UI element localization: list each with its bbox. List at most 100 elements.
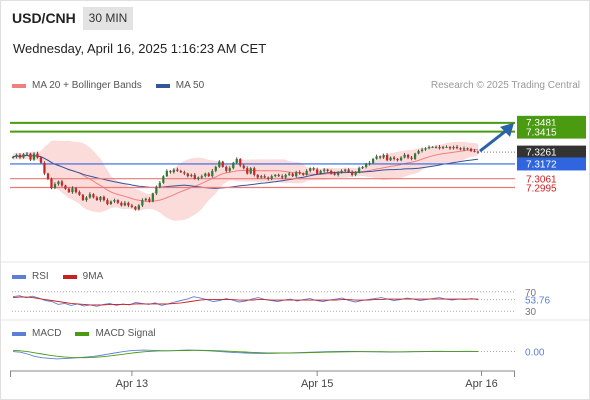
candle — [392, 155, 396, 161]
candle — [466, 147, 469, 151]
candle-body — [22, 154, 25, 158]
level-tag-last — [517, 145, 586, 159]
candle — [434, 145, 438, 149]
candle — [60, 179, 64, 187]
candle-body — [113, 200, 116, 202]
candle-body — [413, 153, 417, 159]
ma9-swatch-icon — [62, 274, 77, 279]
candle-body — [347, 169, 350, 173]
candle-body — [298, 172, 301, 174]
candle — [172, 168, 175, 174]
candle — [399, 156, 403, 162]
candle — [473, 149, 476, 153]
ma50-swatch-icon — [155, 83, 170, 88]
candle-body — [78, 192, 81, 195]
candle-body — [309, 168, 312, 171]
candle — [151, 192, 154, 203]
candle — [109, 200, 113, 205]
candle-body — [337, 172, 340, 175]
candle-body — [169, 170, 172, 173]
candle — [137, 204, 141, 211]
candle — [455, 145, 459, 150]
candle-body — [284, 174, 287, 178]
candle — [165, 169, 168, 177]
candle — [298, 170, 301, 175]
candle — [204, 172, 207, 178]
candle — [312, 166, 315, 171]
candle — [92, 193, 95, 199]
candle-body — [165, 170, 168, 177]
candle — [371, 157, 375, 164]
ma50-line — [12, 154, 479, 189]
candle-body — [316, 169, 319, 174]
candle-body — [291, 173, 294, 177]
candle-body — [11, 156, 15, 158]
time-axis-label: Apr 16 — [465, 378, 497, 390]
candle — [158, 180, 161, 189]
candle-body — [141, 200, 144, 206]
rsi-last-value: 53.76 — [525, 296, 550, 307]
legend-item-macd-signal: MACD Signal — [75, 328, 155, 339]
candle-body — [246, 168, 249, 174]
candle — [162, 175, 165, 184]
candle-body — [473, 150, 476, 152]
candle — [179, 169, 182, 173]
candle-body — [389, 157, 392, 161]
macd-panel: 0.00 — [12, 347, 545, 360]
candle-body — [60, 181, 64, 186]
candle-body — [116, 200, 120, 203]
candle-body — [249, 168, 252, 174]
candle — [85, 196, 88, 202]
candle — [354, 171, 357, 177]
candle-body — [274, 174, 277, 177]
candle-body — [281, 176, 284, 178]
candle-body — [267, 177, 270, 179]
candle — [78, 190, 81, 196]
candle — [99, 196, 102, 202]
candle-body — [382, 154, 385, 158]
candle-body — [333, 173, 336, 175]
candle-body — [277, 174, 280, 177]
candle-body — [256, 174, 259, 178]
candle — [200, 174, 203, 179]
timeframe-button[interactable]: 30 MIN — [83, 7, 133, 30]
candle — [274, 174, 277, 178]
candle — [256, 174, 259, 179]
candle-body — [151, 193, 154, 202]
candle-body — [288, 173, 291, 175]
candle-body — [312, 168, 315, 170]
candle-body — [469, 148, 473, 151]
candle — [144, 197, 147, 202]
candle-body — [162, 176, 165, 183]
candle-body — [242, 165, 245, 169]
candle-body — [427, 146, 431, 149]
candle-body — [18, 154, 22, 158]
level-tag-target — [517, 125, 586, 139]
candle-body — [445, 146, 448, 148]
candle-body — [260, 176, 263, 178]
candle-body — [378, 156, 382, 158]
legend-item-ma50: MA 50 — [155, 80, 204, 91]
candle-body — [263, 176, 266, 178]
candle — [302, 172, 305, 176]
legend-label-macd: MACD — [32, 328, 62, 339]
candle-body — [106, 200, 109, 205]
candle-body — [350, 172, 354, 175]
macd-signal-swatch-icon — [75, 331, 90, 336]
candle — [452, 145, 455, 150]
candle — [368, 161, 371, 166]
candle — [130, 203, 134, 209]
candle-body — [441, 146, 445, 149]
rsi-ma-line — [12, 296, 478, 306]
candle — [67, 187, 71, 193]
candle — [102, 195, 106, 202]
candle — [378, 155, 382, 160]
level-tag-target — [517, 115, 586, 129]
candle — [406, 153, 410, 160]
candle-body — [392, 157, 396, 159]
candle — [337, 171, 340, 177]
level-label-target: 7.3415 — [526, 128, 557, 139]
candle — [71, 186, 74, 194]
candle-body — [172, 169, 175, 173]
